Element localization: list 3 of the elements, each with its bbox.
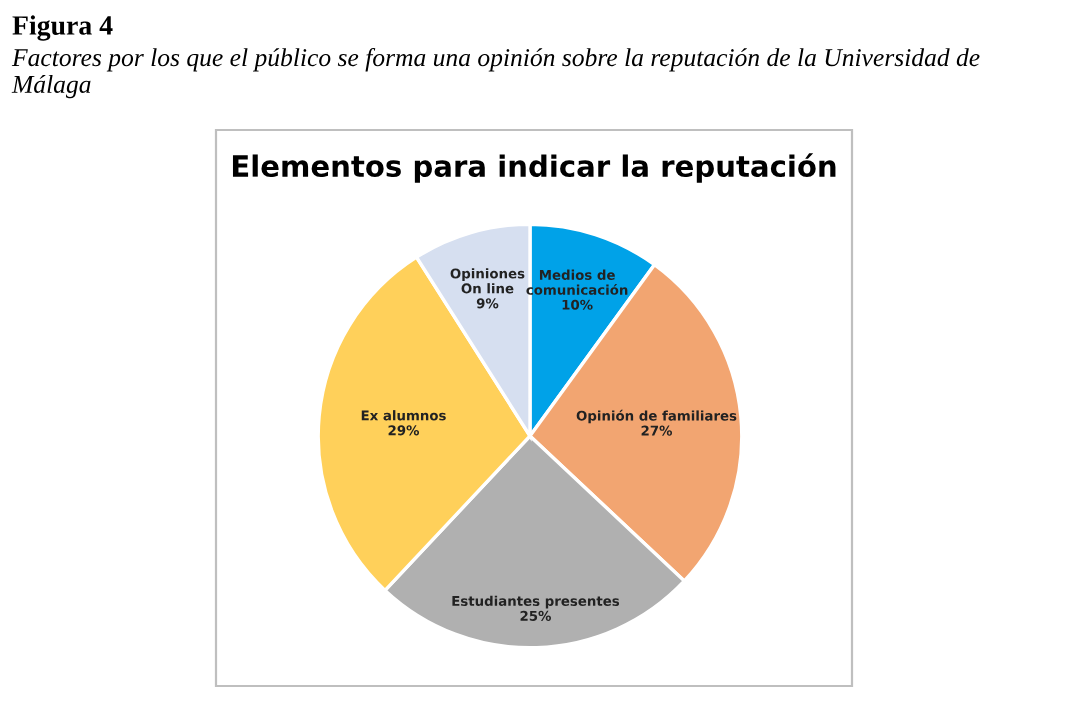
chart-title: Elementos para indicar la reputación <box>232 153 836 183</box>
text: Figura 4 <box>12 15 113 41</box>
text: Factores por los que el público se forma una opinión sobre la reputación de la Universidad de Málaga <box>11 48 980 99</box>
